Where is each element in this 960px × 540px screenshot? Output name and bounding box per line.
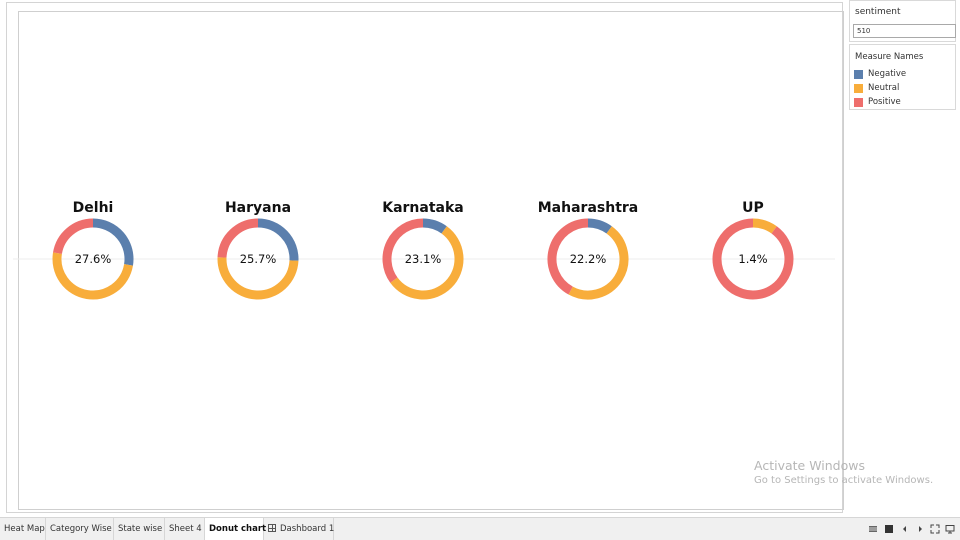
donut-title: Delhi	[73, 200, 114, 216]
donut-segment-neutral[interactable]	[52, 252, 133, 300]
donut-center-label: 22.2%	[570, 252, 607, 266]
donut-karnataka[interactable]: Karnataka 23.1%	[382, 200, 464, 300]
donut-segment-positive[interactable]	[382, 218, 424, 283]
legend-label: Positive	[868, 97, 901, 107]
filter-title: sentiment	[855, 7, 901, 17]
presentation-icon[interactable]	[945, 524, 955, 534]
tab-label: Sheet 4	[169, 524, 202, 534]
tab-dashboard-1[interactable]: Dashboard 1	[264, 518, 334, 540]
tab-label: Category Wise	[50, 524, 112, 534]
donut-segment-negative[interactable]	[92, 218, 134, 266]
side-panel: sentiment Measure Names Negative Neutral…	[847, 0, 960, 513]
tab-state-wise[interactable]: State wise	[114, 518, 165, 540]
legend-label: Neutral	[868, 83, 900, 93]
chart-area	[18, 11, 844, 510]
grid-view-icon[interactable]	[868, 524, 878, 534]
previous-icon[interactable]	[900, 524, 910, 534]
legend-item-negative[interactable]: Negative	[854, 68, 906, 80]
tab-category-wise[interactable]: Category Wise	[46, 518, 114, 540]
donut-title: UP	[742, 200, 764, 216]
donut-title: Maharashtra	[538, 200, 639, 216]
tab-label: State wise	[118, 524, 163, 534]
sentiment-filter-card: sentiment	[849, 0, 956, 42]
donut-segment-positive[interactable]	[53, 218, 94, 255]
donut-segment-positive[interactable]	[547, 218, 589, 295]
donut-segment-negative[interactable]	[257, 218, 299, 261]
legend-swatch-positive	[854, 97, 863, 107]
tab-label: Heat Map	[4, 524, 45, 534]
watermark-title: Activate Windows	[754, 458, 865, 473]
donut-segment-neutral[interactable]	[568, 226, 629, 300]
donut-segment-neutral[interactable]	[390, 226, 464, 300]
tab-donut-chart[interactable]: Donut chart	[205, 518, 267, 540]
legend-swatch-neutral	[854, 83, 863, 93]
donut-segment-negative[interactable]	[422, 218, 447, 234]
tab-heat-map[interactable]: Heat Map	[0, 518, 46, 540]
donut-haryana[interactable]: Haryana 25.7%	[217, 200, 299, 300]
measure-names-legend: Measure Names Negative Neutral Positive	[849, 44, 956, 110]
dashboard-icon	[268, 524, 276, 532]
donut-center-label: 27.6%	[75, 252, 112, 266]
donut-chart: Delhi 27.6% Haryana 25.7% Karnataka 23.1% Maha…	[13, 200, 835, 300]
watermark-subtitle: Go to Settings to activate Windows.	[754, 475, 934, 486]
donut-segment-neutral[interactable]	[752, 218, 777, 234]
legend-swatch-negative	[854, 69, 863, 79]
donut-title: Karnataka	[382, 200, 464, 216]
donut-center-label: 23.1%	[405, 252, 442, 266]
donut-title: Haryana	[225, 200, 291, 216]
sheet-tab-bar: Heat Map Category Wise State wise Sheet …	[0, 517, 960, 540]
fit-icon[interactable]	[930, 524, 940, 534]
donut-delhi[interactable]: Delhi 27.6%	[52, 200, 134, 300]
legend-label: Negative	[868, 69, 907, 79]
legend-title: Measure Names	[855, 52, 924, 62]
donut-center-label: 1.4%	[738, 252, 767, 266]
donut-up[interactable]: UP 1.4%	[712, 200, 794, 300]
donut-segment-negative[interactable]	[587, 218, 612, 234]
donut-segment-positive[interactable]	[217, 218, 259, 258]
legend-item-neutral[interactable]: Neutral	[854, 82, 899, 94]
film-strip-icon[interactable]	[884, 524, 894, 534]
worksheet-canvas: Delhi 27.6% Haryana 25.7% Karnataka 23.1% Maha…	[6, 2, 844, 513]
tab-sheet-4[interactable]: Sheet 4	[165, 518, 205, 540]
donut-center-label: 25.7%	[240, 252, 277, 266]
next-icon[interactable]	[915, 524, 925, 534]
donut-segment-positive[interactable]	[712, 218, 794, 300]
tab-label: Donut chart	[209, 524, 267, 534]
donut-segment-neutral[interactable]	[217, 257, 299, 300]
activate-windows-watermark: Activate Windows Go to Settings to activ…	[754, 458, 933, 489]
legend-item-positive[interactable]: Positive	[854, 96, 901, 108]
donut-maharashtra[interactable]: Maharashtra 22.2%	[538, 200, 639, 300]
sentiment-filter-input[interactable]	[853, 24, 956, 38]
tab-label: Dashboard 1	[280, 524, 335, 534]
